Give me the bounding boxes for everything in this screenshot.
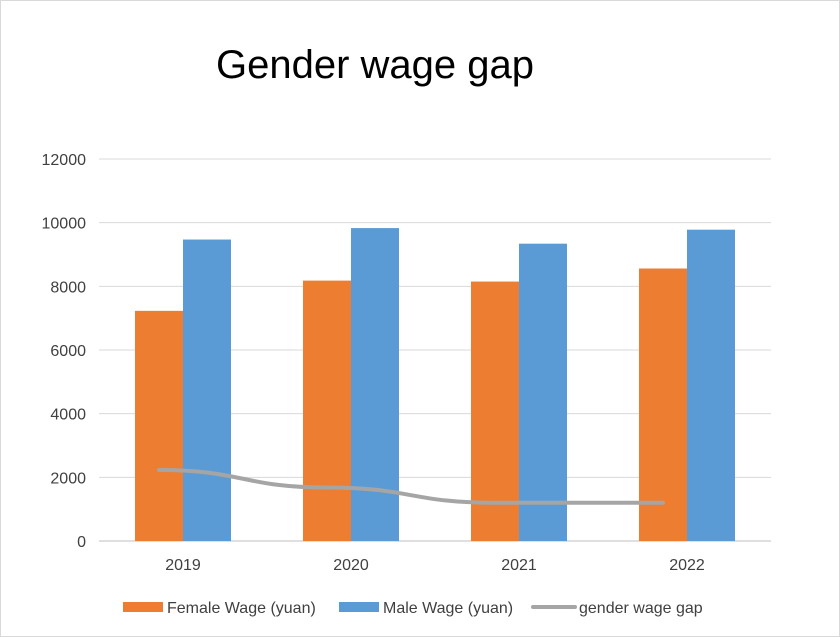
x-tick-label: 2021 bbox=[501, 557, 537, 574]
x-tick-label: 2022 bbox=[669, 557, 705, 574]
bar-female bbox=[135, 310, 183, 541]
bar-male bbox=[351, 228, 399, 541]
y-tick-label: 0 bbox=[77, 534, 86, 551]
y-tick-label: 10000 bbox=[42, 216, 87, 233]
legend-label: Male Wage (yuan) bbox=[383, 600, 513, 617]
bar-female bbox=[303, 280, 351, 541]
gap-line bbox=[157, 468, 665, 505]
x-tick-label: 2020 bbox=[333, 557, 369, 574]
chart-title: Gender wage gap bbox=[216, 43, 535, 87]
y-tick-label: 4000 bbox=[50, 407, 86, 424]
bar-female bbox=[639, 268, 687, 541]
bar-male bbox=[687, 229, 735, 542]
y-tick-label: 8000 bbox=[50, 279, 86, 296]
legend-label: gender wage gap bbox=[579, 600, 703, 617]
y-tick-label: 6000 bbox=[50, 343, 86, 360]
legend-label: Female Wage (yuan) bbox=[167, 600, 316, 617]
x-tick-label: 2019 bbox=[165, 557, 201, 574]
bar-male bbox=[183, 239, 231, 541]
y-tick-label: 2000 bbox=[50, 470, 86, 487]
bar-female bbox=[471, 281, 519, 541]
bar-male bbox=[519, 243, 567, 541]
legend-swatch-female bbox=[123, 602, 163, 612]
y-tick-label: 12000 bbox=[42, 152, 87, 169]
legend-swatch-male bbox=[339, 602, 379, 612]
